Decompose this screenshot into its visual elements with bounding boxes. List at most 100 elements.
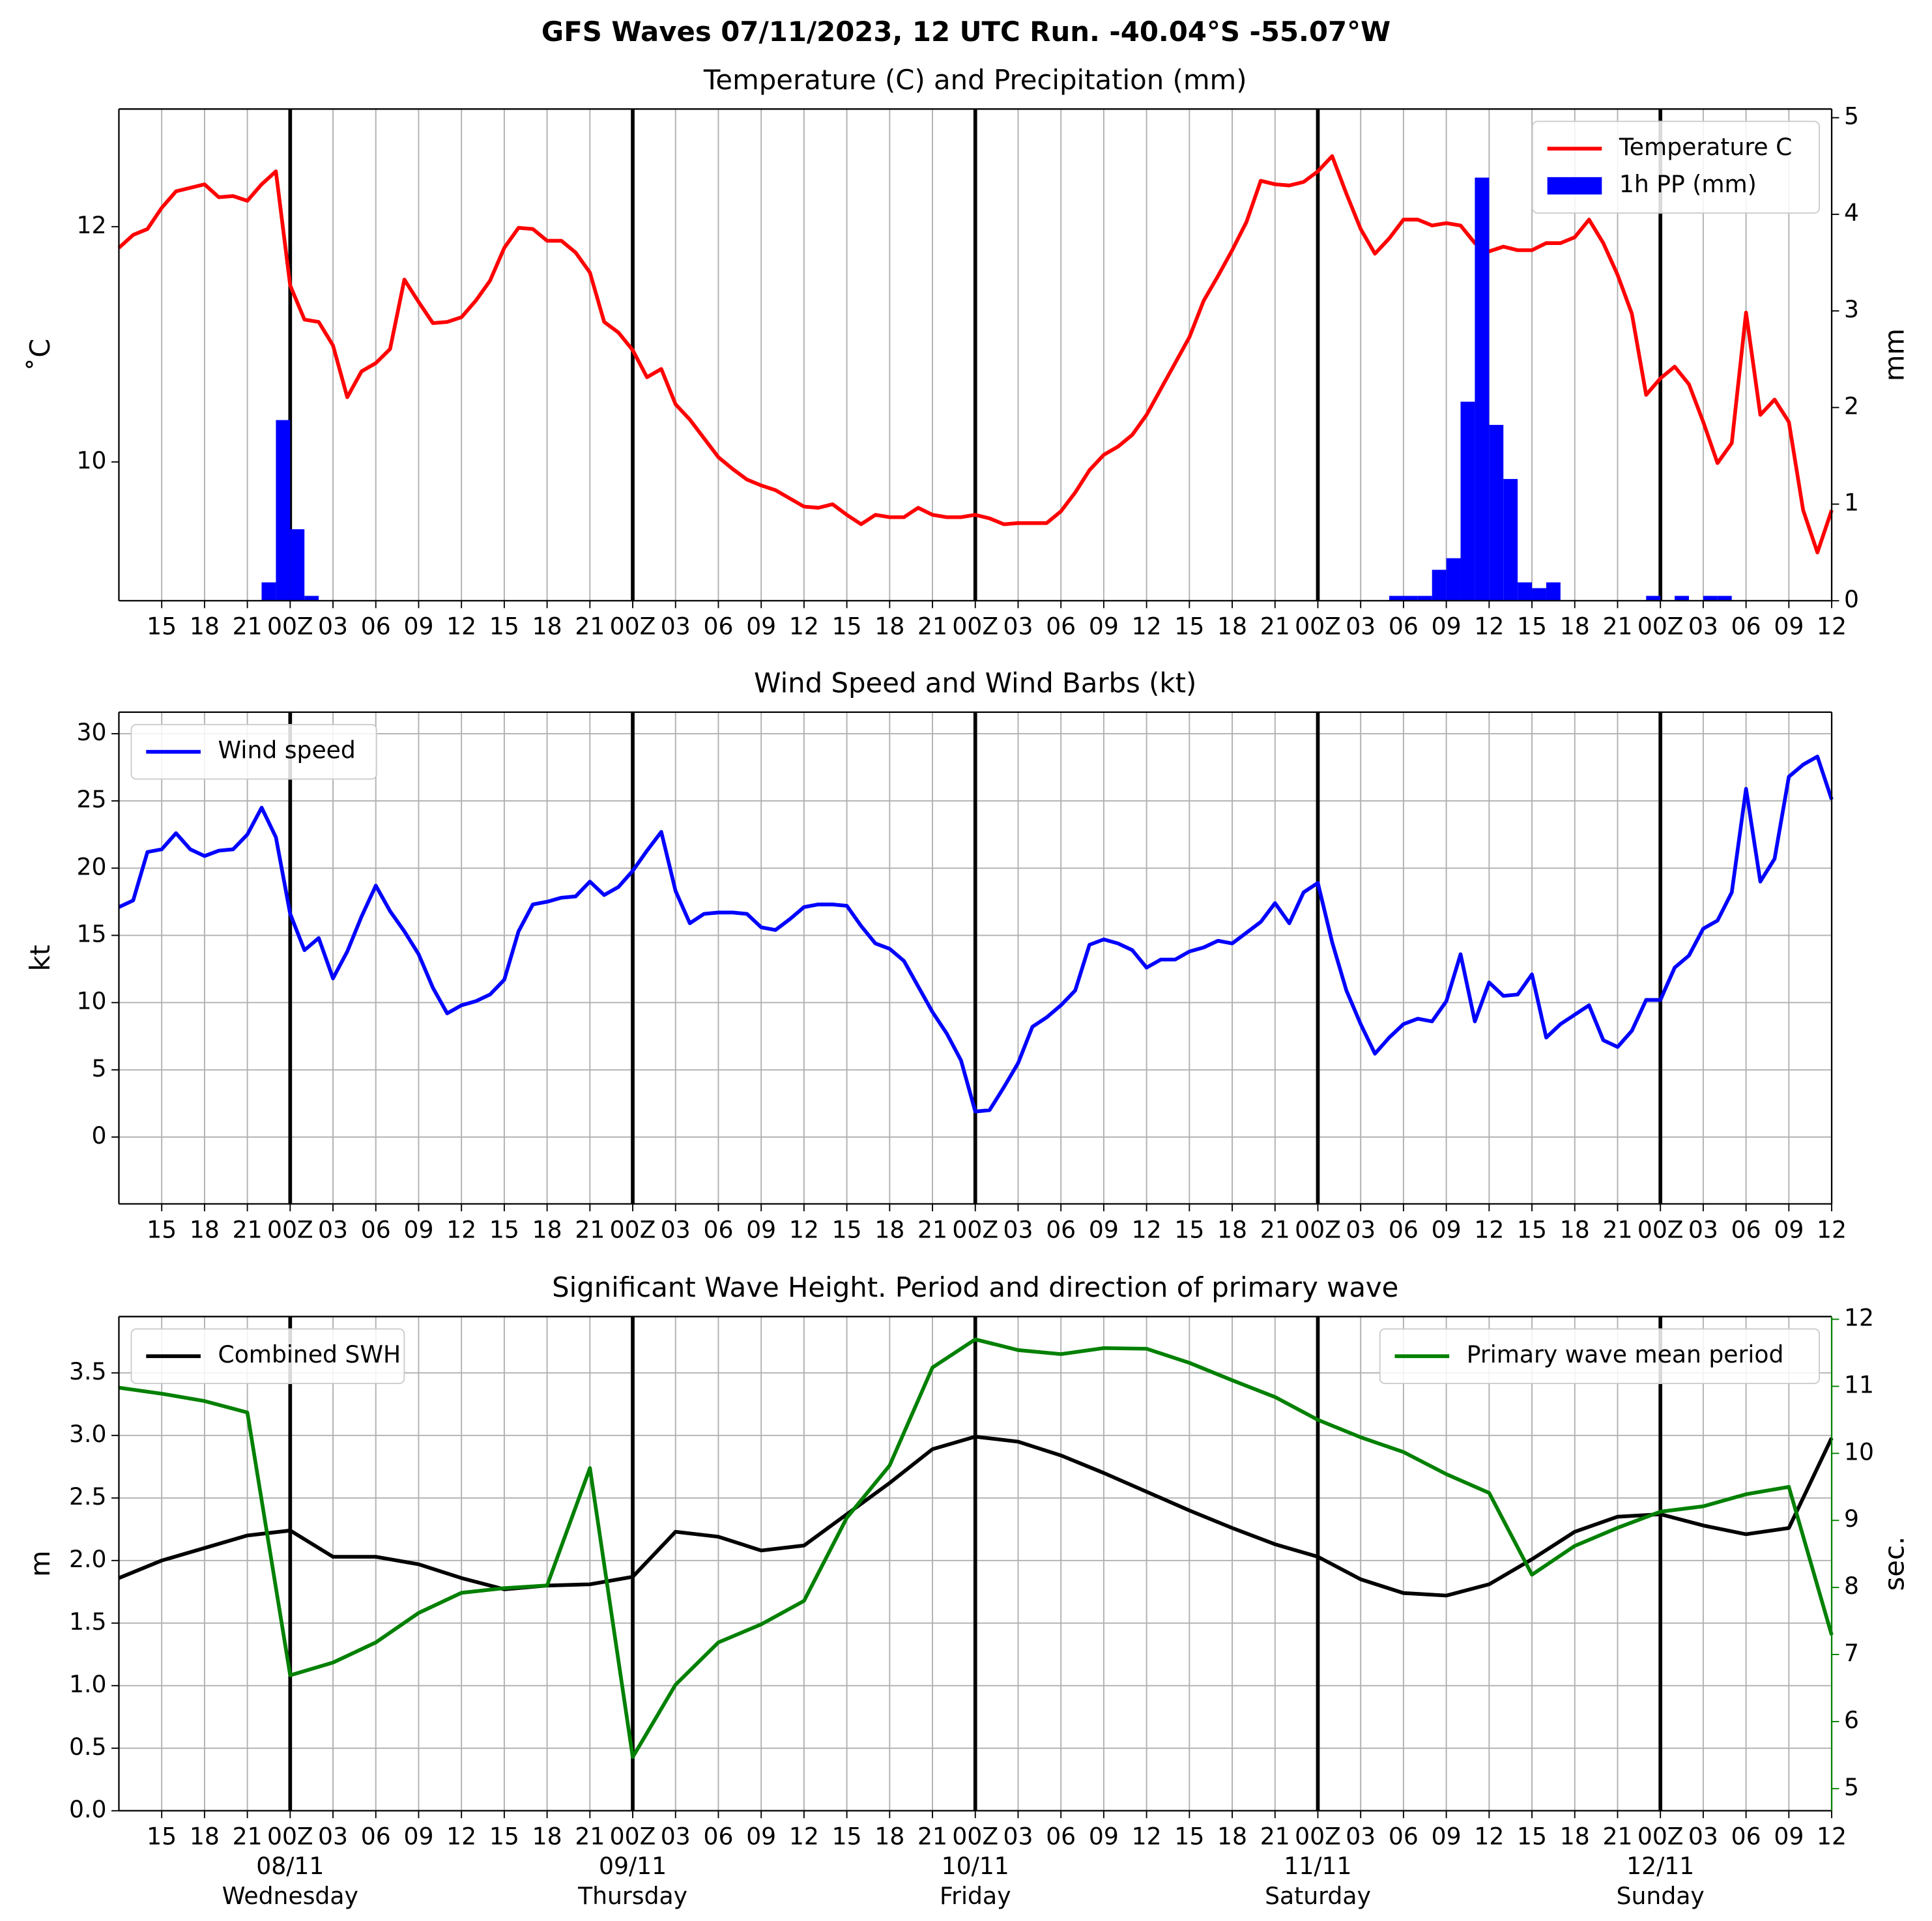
x-tick-label: 12 [446, 1823, 476, 1851]
x-tick-label: 15 [1174, 1215, 1204, 1243]
x-tick-label: 03 [661, 613, 691, 641]
x-tick-label: 21 [1602, 1823, 1632, 1851]
subplot-title: Significant Wave Height. Period and dire… [552, 1271, 1398, 1303]
x-tick-label: 00Z [610, 1215, 656, 1243]
bar [1503, 479, 1518, 601]
y-tick-label: 1.5 [69, 1608, 106, 1636]
bar [1703, 596, 1718, 601]
legend-box [130, 723, 377, 780]
x-tick-label: 21 [575, 1823, 605, 1851]
x-tick-label: 15 [1174, 613, 1204, 641]
x-tick-label: 18 [1560, 1823, 1590, 1851]
x-tick-label: 21 [575, 1215, 605, 1243]
line [119, 1337, 1834, 1759]
x-tick-label: 06 [361, 1215, 391, 1243]
x-tick-label: 12 [1474, 1823, 1504, 1851]
x-tick-label: 06 [1046, 613, 1076, 641]
x-tick-label: 00Z [1295, 1215, 1341, 1243]
x-tick-label: 09 [746, 613, 776, 641]
x-tick-label: 09 [1089, 1215, 1119, 1243]
y-tick-label: 10 [77, 987, 107, 1015]
bar [1646, 596, 1661, 601]
legend-label: Temperature C [1619, 133, 1792, 161]
x-tick-label: 15 [1517, 1215, 1547, 1243]
x-tick-label: 15 [489, 1215, 519, 1243]
y-tick-label: 25 [77, 785, 107, 813]
x-tick-label: 18 [874, 1215, 904, 1243]
bar [1518, 582, 1533, 601]
x-tick-label: 03 [1346, 1823, 1376, 1851]
y-axis-label: ˚C [24, 339, 56, 371]
y2-tick-label: 2 [1844, 392, 1859, 420]
legend-box [130, 1328, 405, 1385]
x-tick-label: 00Z [1637, 613, 1684, 641]
x-tick-label: 15 [489, 613, 519, 641]
x-tick-label: 18 [190, 1823, 220, 1851]
y2-tick-label: 12 [1844, 1304, 1874, 1332]
legend-label: 1h PP (mm) [1619, 170, 1757, 198]
x-tick-label: 21 [233, 1215, 263, 1243]
bar [1446, 558, 1461, 601]
x-tick-label: 21 [1260, 1823, 1290, 1851]
x-tick-label: 06 [703, 1215, 733, 1243]
y2-tick-label: 5 [1844, 102, 1859, 130]
x-tick-label: 06 [1389, 613, 1419, 641]
x-tick-label: 00Z [1637, 1823, 1684, 1851]
y-tick-label: 10 [77, 446, 107, 474]
x-tick-label: 12 [1817, 1823, 1847, 1851]
y2-tick-label: 9 [1844, 1505, 1859, 1533]
figure-title: GFS Waves 07/11/2023, 12 UTC Run. -40.04… [541, 16, 1391, 48]
x-tick-label: 15 [832, 1823, 862, 1851]
bar [1475, 177, 1490, 601]
x-tick-label: 18 [532, 1215, 562, 1243]
x-tick-label: 18 [1217, 1823, 1247, 1851]
bar [1432, 570, 1447, 601]
x-tick-label: 09 [1774, 613, 1804, 641]
day-label: Sunday [1617, 1882, 1705, 1910]
x-tick-label: 18 [1560, 613, 1590, 641]
y2-tick-label: 10 [1844, 1437, 1874, 1466]
x-tick-label: 15 [832, 613, 862, 641]
x-tick-label: 18 [190, 1215, 220, 1243]
x-tick-label: 12 [1132, 613, 1162, 641]
x-tick-label: 09 [1089, 1823, 1119, 1851]
day-label: Thursday [577, 1882, 687, 1910]
x-tick-label: 00Z [1637, 1215, 1684, 1243]
y-axis-label: m [24, 1550, 56, 1577]
date-label: 09/11 [599, 1852, 667, 1880]
x-tick-label: 18 [532, 613, 562, 641]
x-tick-label: 12 [1474, 613, 1504, 641]
x-tick-label: 03 [661, 1823, 691, 1851]
date-label: 10/11 [942, 1852, 1009, 1880]
bar [1460, 401, 1475, 601]
x-tick-label: 06 [361, 1823, 391, 1851]
x-tick-label: 03 [1346, 613, 1376, 641]
x-tick-label: 18 [1217, 613, 1247, 641]
x-tick-label: 21 [575, 613, 605, 641]
legend-label: Wind speed [218, 736, 356, 764]
y-tick-label: 0.0 [69, 1795, 106, 1823]
y2-tick-label: 6 [1844, 1706, 1859, 1734]
bar [1546, 582, 1561, 601]
x-tick-label: 09 [1774, 1823, 1804, 1851]
bar [1417, 596, 1432, 601]
x-tick-label: 21 [1260, 1215, 1290, 1243]
x-tick-label: 18 [190, 613, 220, 641]
x-tick-label: 09 [1089, 613, 1119, 641]
bar [304, 596, 319, 601]
x-tick-label: 18 [874, 613, 904, 641]
x-tick-label: 03 [1688, 613, 1718, 641]
x-tick-label: 09 [746, 1823, 776, 1851]
x-tick-label: 21 [1602, 1215, 1632, 1243]
x-tick-label: 06 [1389, 1823, 1419, 1851]
legend-swatch [1547, 177, 1602, 195]
x-tick-label: 00Z [1295, 1823, 1341, 1851]
day-label: Saturday [1265, 1882, 1371, 1910]
subplot-title: Temperature (C) and Precipitation (mm) [703, 64, 1247, 96]
y-tick-label: 12 [77, 211, 107, 239]
y2-tick-label: 8 [1844, 1572, 1859, 1600]
x-tick-label: 09 [1432, 1215, 1462, 1243]
date-label: 12/11 [1626, 1852, 1694, 1880]
y2-tick-label: 1 [1844, 489, 1859, 517]
